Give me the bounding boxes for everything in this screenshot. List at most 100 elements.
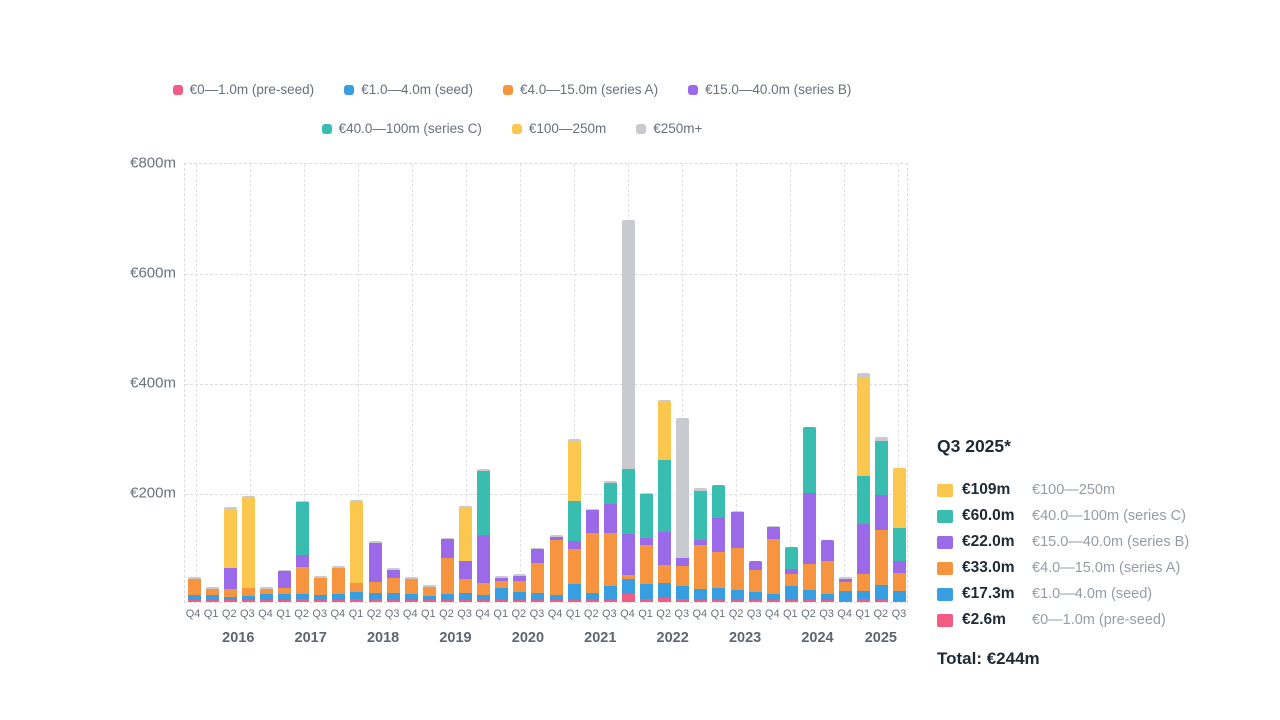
bar-quarter[interactable] <box>802 427 816 602</box>
x-year-label: 2021 <box>584 630 617 646</box>
bar-segment-m250_plus <box>314 575 328 578</box>
bar-quarter[interactable] <box>278 569 292 602</box>
bar-q3-2025[interactable] <box>893 467 907 602</box>
bar-segment-seed <box>857 590 871 600</box>
legend-item-series_a[interactable]: €4.0—15.0m (series A) <box>503 82 658 97</box>
bar-segment-series_c <box>712 484 726 518</box>
bar-segment-m250_plus <box>658 400 672 403</box>
gridline-vertical <box>196 164 197 602</box>
bar-quarter[interactable] <box>585 508 599 602</box>
bar-quarter[interactable] <box>422 585 436 602</box>
panel-row-range: €15.0—40.0m (series B) <box>1032 534 1190 550</box>
legend-item-seed[interactable]: €1.0—4.0m (seed) <box>344 82 473 97</box>
bar-quarter[interactable] <box>477 468 491 602</box>
bar-segment-series_b <box>621 533 635 575</box>
bar-segment-m250_plus <box>640 493 654 495</box>
bar-quarter[interactable] <box>603 481 617 602</box>
bar-quarter[interactable] <box>314 575 328 602</box>
bar-segment-series_a <box>314 577 328 596</box>
bar-quarter[interactable] <box>549 535 563 602</box>
bar-quarter[interactable] <box>712 484 726 602</box>
bar-segment-series_b <box>296 555 310 567</box>
bar-quarter[interactable] <box>676 418 690 602</box>
bar-segment-pre_seed <box>440 599 454 602</box>
bar-quarter[interactable] <box>875 436 889 602</box>
bar-quarter[interactable] <box>223 507 237 602</box>
legend-item-m250_plus[interactable]: €250m+ <box>636 121 702 136</box>
bar-segment-pre_seed <box>640 599 654 602</box>
bar-segment-pre_seed <box>368 599 382 602</box>
bar-quarter[interactable] <box>821 539 835 602</box>
bar-quarter[interactable] <box>495 575 509 602</box>
bar-segment-series_b <box>585 510 599 533</box>
bar-segment-m100_250 <box>567 440 581 501</box>
legend-item-m100_250[interactable]: €100—250m <box>511 121 607 136</box>
bar-quarter[interactable] <box>694 487 708 602</box>
bar-quarter[interactable] <box>766 525 780 602</box>
bar-segment-m250_plus <box>875 436 889 441</box>
x-quarter-label: Q4 <box>475 608 490 620</box>
bar-quarter[interactable] <box>857 372 871 602</box>
bar-segment-series_b <box>893 560 907 573</box>
seed-swatch-icon <box>344 84 355 95</box>
bar-segment-series_a <box>259 588 273 595</box>
legend-item-series_b[interactable]: €15.0—40.0m (series B) <box>688 82 851 97</box>
legend-label: €100—250m <box>528 121 607 136</box>
bar-segment-series_c <box>802 427 816 494</box>
bar-quarter[interactable] <box>440 538 454 602</box>
bar-quarter[interactable] <box>748 560 762 602</box>
bar-segment-m250_plus <box>440 538 454 540</box>
bar-quarter[interactable] <box>459 505 473 602</box>
bar-segment-seed <box>549 595 563 600</box>
bar-quarter[interactable] <box>784 546 798 602</box>
x-quarter-label: Q2 <box>439 608 454 620</box>
legend-label: €4.0—15.0m (series A) <box>520 82 659 97</box>
bar-quarter[interactable] <box>640 493 654 602</box>
bar-quarter[interactable] <box>332 565 346 602</box>
bar-segment-pre_seed <box>676 599 690 602</box>
legend-item-series_c[interactable]: €40.0—100m (series C) <box>321 121 482 136</box>
bar-quarter[interactable] <box>839 577 853 602</box>
bar-quarter[interactable] <box>296 500 310 602</box>
bar-quarter[interactable] <box>350 500 364 602</box>
bar-quarter[interactable] <box>205 587 219 602</box>
bar-segment-series_b <box>694 540 708 545</box>
bar-segment-pre_seed <box>549 599 563 602</box>
bar-quarter[interactable] <box>621 219 635 602</box>
gridline-vertical <box>844 164 845 602</box>
bar-segment-m250_plus <box>766 525 780 527</box>
bar-quarter[interactable] <box>658 400 672 602</box>
bar-segment-series_c <box>640 494 654 539</box>
bar-quarter[interactable] <box>513 573 527 602</box>
legend-label: €250m+ <box>653 121 703 136</box>
bar-quarter[interactable] <box>187 576 201 602</box>
bar-segment-m250_plus <box>585 508 599 511</box>
x-quarter-label: Q1 <box>493 608 509 620</box>
bar-quarter[interactable] <box>386 568 400 602</box>
legend-item-pre_seed[interactable]: €0—1.0m (pre-seed) <box>172 82 314 97</box>
m100_250-swatch-icon <box>937 483 953 497</box>
x-quarter-label: Q2 <box>873 608 889 620</box>
y-tick-label: €800m <box>130 154 176 172</box>
bar-segment-seed <box>658 583 672 598</box>
bar-segment-seed <box>477 594 491 600</box>
bar-segment-m250_plus <box>694 487 708 491</box>
bar-quarter[interactable] <box>259 586 273 602</box>
bar-quarter[interactable] <box>404 576 418 602</box>
x-quarter-label: Q1 <box>348 608 364 620</box>
bar-segment-pre_seed <box>621 593 635 602</box>
bar-segment-seed <box>603 586 617 600</box>
bar-segment-pre_seed <box>296 599 310 602</box>
bar-quarter[interactable] <box>368 541 382 602</box>
bar-quarter[interactable] <box>241 495 255 602</box>
bar-segment-seed <box>350 591 364 599</box>
gridline-vertical <box>898 164 899 602</box>
x-quarter-label: Q4 <box>185 608 201 620</box>
bar-quarter[interactable] <box>730 510 744 602</box>
bar-segment-seed <box>893 591 907 601</box>
bar-segment-series_b <box>567 540 581 550</box>
bar-segment-series_a <box>459 579 473 594</box>
bar-quarter[interactable] <box>531 547 545 602</box>
bar-segment-m250_plus <box>241 495 255 498</box>
bar-quarter[interactable] <box>567 439 581 602</box>
